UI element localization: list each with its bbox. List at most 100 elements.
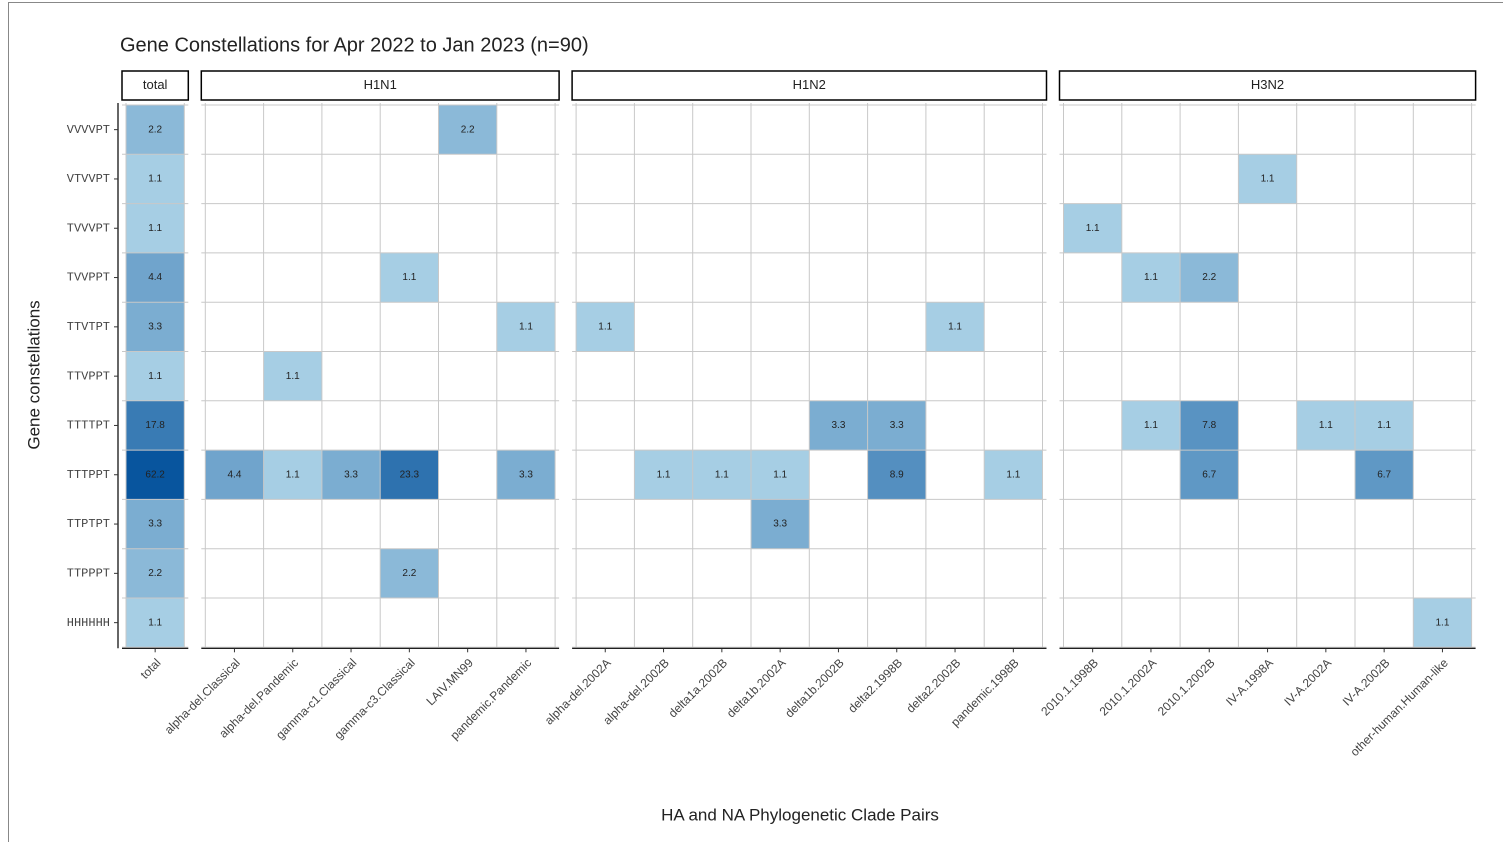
y-tick-label: TTTPPT xyxy=(67,468,110,482)
cell-label: 1.1 xyxy=(948,321,962,332)
heat-cell xyxy=(1296,400,1355,451)
cell-label: 17.8 xyxy=(145,420,165,431)
heat-cell xyxy=(867,400,926,451)
heat-cell xyxy=(1180,450,1239,500)
heat-cell xyxy=(380,252,439,303)
y-tick-label: VVVVPT xyxy=(67,123,110,137)
heat-cell xyxy=(925,302,985,352)
heat-cell xyxy=(496,302,556,352)
facet-label: H3N2 xyxy=(1251,77,1284,92)
x-tick-label: IV-A.1998A xyxy=(1223,656,1276,709)
y-tick-label: TTPPPT xyxy=(67,567,110,581)
x-axis-title: HA and NA Phylogenetic Clade Pairs xyxy=(661,805,939,824)
facet-label: total xyxy=(143,77,168,92)
cell-label: 4.4 xyxy=(227,469,241,480)
heat-cell xyxy=(1413,598,1472,648)
cell-label: 1.1 xyxy=(148,371,162,382)
cell-label: 3.3 xyxy=(890,420,904,431)
cell-label: 62.2 xyxy=(145,469,165,480)
y-tick-label: HHHHHH xyxy=(67,616,110,630)
x-tick-label: IV-A.2002A xyxy=(1281,656,1334,709)
y-tick-label: TTPTPT xyxy=(67,517,110,531)
heat-cell xyxy=(126,499,185,549)
x-tick-label: 2010.1.2002B xyxy=(1155,656,1218,719)
heat-cell xyxy=(438,105,497,155)
cell-label: 3.3 xyxy=(773,519,787,530)
cell-label: 6.7 xyxy=(1377,469,1391,480)
x-tick-label: delta1a.2002B xyxy=(666,656,731,721)
cell-label: 1.1 xyxy=(286,469,300,480)
facet-strip xyxy=(1058,70,1477,101)
cell-label: 1.1 xyxy=(773,469,787,480)
heat-cell xyxy=(1063,203,1122,253)
y-tick-label: TTVPPT xyxy=(67,369,110,383)
cell-label: 1.1 xyxy=(286,371,300,382)
heat-cell xyxy=(576,302,635,352)
x-tick-label: total xyxy=(138,656,164,682)
cell-label: 1.1 xyxy=(1144,420,1158,431)
cell-label: 3.3 xyxy=(831,420,845,431)
heat-cell xyxy=(634,450,693,500)
cell-label: 3.3 xyxy=(148,519,162,530)
cell-label: 4.4 xyxy=(148,272,162,283)
x-tick-label: delta1b.2002B xyxy=(782,656,847,721)
cell-label: 2.2 xyxy=(1202,272,1216,283)
facet-label: H1N1 xyxy=(364,77,397,92)
heat-cell xyxy=(496,450,556,500)
heat-cell xyxy=(126,154,185,204)
heat-cell xyxy=(126,302,185,352)
heat-cell xyxy=(751,499,810,549)
cell-label: 7.8 xyxy=(1202,420,1216,431)
cell-label: 1.1 xyxy=(1086,223,1100,234)
heat-cell xyxy=(380,450,439,500)
x-tick-label: LAIV.MN99 xyxy=(424,656,477,709)
y-tick-label: VTVVPT xyxy=(67,172,110,186)
heat-cell xyxy=(263,450,322,500)
x-tick-label: delta2.1998B xyxy=(845,656,905,716)
cell-label: 1.1 xyxy=(519,321,533,332)
y-tick-label: TVVVPT xyxy=(67,221,110,235)
cell-label: 1.1 xyxy=(598,321,612,332)
cell-label: 1.1 xyxy=(148,223,162,234)
cell-label: 2.2 xyxy=(148,124,162,135)
cell-label: 1.1 xyxy=(148,617,162,628)
facet-label: H1N2 xyxy=(793,77,826,92)
heat-cell xyxy=(321,450,381,500)
heat-cell xyxy=(126,598,185,648)
heat-cell xyxy=(126,400,185,451)
y-tick-label: TTVTPT xyxy=(67,320,110,334)
heat-cell xyxy=(1121,252,1181,303)
cell-label: 1.1 xyxy=(1435,617,1449,628)
cell-label: 2.2 xyxy=(148,568,162,579)
heat-cell xyxy=(1355,450,1414,500)
frame xyxy=(8,2,1503,842)
y-axis-title: Gene constellations xyxy=(24,300,43,449)
heat-cell xyxy=(751,450,810,500)
cell-label: 2.2 xyxy=(402,568,416,579)
cell-label: 1.1 xyxy=(657,469,671,480)
cell-label: 2.2 xyxy=(461,124,475,135)
facet-strip xyxy=(121,70,190,101)
cell-label: 1.1 xyxy=(1319,420,1333,431)
x-tick-label: IV-A.2002B xyxy=(1340,656,1393,709)
x-tick-label: other-human.Human-like xyxy=(1348,656,1452,760)
cell-label: 23.3 xyxy=(400,469,420,480)
cell-label: 1.1 xyxy=(148,174,162,185)
heat-cell xyxy=(1238,154,1297,204)
heat-cell xyxy=(126,203,185,253)
x-tick-label: 2010.1.2002A xyxy=(1097,656,1160,719)
heat-cell xyxy=(692,450,751,500)
x-tick-label: 2010.1.1998B xyxy=(1038,656,1101,719)
heat-cell xyxy=(380,548,439,598)
facet-strip xyxy=(571,70,1048,101)
cell-label: 1.1 xyxy=(402,272,416,283)
x-tick-label: delta2.2002B xyxy=(903,656,963,716)
heat-cell xyxy=(126,105,185,155)
cell-label: 1.1 xyxy=(1377,420,1391,431)
cell-label: 1.1 xyxy=(1144,272,1158,283)
heat-cell xyxy=(1180,400,1239,451)
heat-cell xyxy=(1121,400,1181,451)
heat-cell xyxy=(263,351,322,401)
heat-cell xyxy=(1355,400,1414,451)
heat-cell xyxy=(126,548,185,598)
